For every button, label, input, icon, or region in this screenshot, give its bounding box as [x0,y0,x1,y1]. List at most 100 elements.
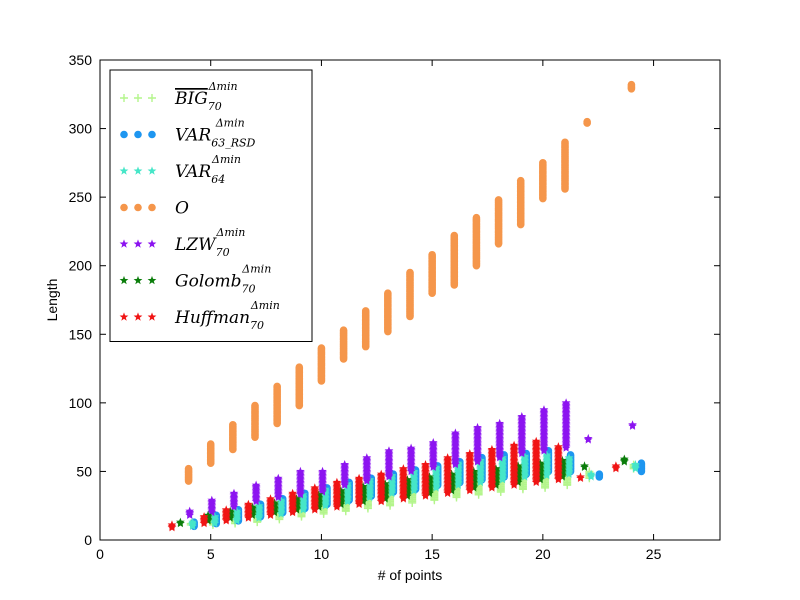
data-point [561,398,571,407]
data-point [276,495,286,504]
data-point [206,440,215,448]
legend-entry: BIG70Δmin [120,80,238,113]
legend-entry: Golomb70Δmin [119,263,271,296]
data-point [542,450,552,459]
data-point [266,494,275,503]
legend-entry: Huffman70Δmin [119,299,280,332]
legend-entry: VAR63_RSDΔmin [120,117,256,150]
legend-marker [148,94,156,102]
data-point [229,421,237,429]
data-point [185,506,195,515]
y-tick-label: 150 [69,326,93,342]
data-point [627,80,636,89]
series-2 [188,450,640,530]
legend-marker [119,166,129,175]
data-point [495,418,505,428]
data-point [221,505,231,514]
data-point [340,460,350,469]
data-point [637,459,646,468]
data-point [517,412,527,421]
data-point [472,213,481,222]
data-point [207,495,217,504]
series-6 [167,436,621,532]
data-point [354,473,364,482]
data-point [362,453,372,462]
x-axis-label: # of points [378,567,443,583]
legend-entry: VAR64Δmin [119,153,241,186]
data-point [428,438,438,447]
y-tick-label: 350 [69,52,93,68]
data-point [421,460,430,469]
data-point [210,512,220,521]
x-tick-label: 10 [314,546,330,562]
data-point [358,481,368,491]
data-point [376,469,386,478]
data-point [561,138,569,147]
data-point [451,428,460,437]
legend-box [109,69,313,342]
data-point [428,250,436,259]
data-point [494,196,503,204]
data-point [516,176,525,185]
data-point [167,520,177,529]
data-point [586,469,596,478]
legend-marker [133,275,143,285]
legend-marker [134,94,142,102]
legend-marker [148,203,156,212]
y-tick-label: 300 [69,121,93,137]
data-point [270,498,279,507]
data-point [513,461,523,470]
y-tick-label: 50 [76,463,92,479]
data-point [251,401,259,410]
y-tick-label: 100 [69,395,93,411]
data-point [339,326,348,334]
legend-entry: LZW70Δmin [119,226,245,259]
data-points-layer [167,80,646,532]
series-3 [184,80,636,485]
legend-entry: O [120,199,189,219]
data-point [509,440,519,450]
data-point [491,464,501,473]
data-point [296,466,305,476]
x-tick-label: 15 [424,546,440,562]
data-point [292,494,301,503]
data-point [232,506,242,515]
legend-marker [147,239,157,248]
data-point [380,479,390,488]
data-point [399,464,408,473]
data-point [583,117,591,126]
legend-marker [120,94,128,102]
legend-marker [119,239,129,248]
data-point [225,506,235,515]
x-tick-label: 5 [207,546,215,562]
series-5 [176,454,629,528]
legend-label: Golomb70Δmin [175,263,271,296]
y-axis-label: Length [44,279,60,322]
data-point [288,488,297,498]
y-tick-label: 250 [69,189,93,205]
legend-marker [147,166,157,175]
data-point [176,517,185,526]
data-point [273,473,283,482]
data-point [310,483,320,492]
x-tick-label: 25 [646,546,662,562]
data-point [576,472,585,481]
data-point [469,466,479,476]
data-point [273,382,281,391]
data-point [199,512,209,521]
series-4 [185,398,637,519]
data-point [184,464,193,473]
legend-marker [147,312,157,321]
data-point [539,405,549,414]
data-point [229,488,239,498]
legend-marker [134,203,142,212]
legend-marker [120,130,128,139]
data-point [295,363,304,372]
data-point [631,460,640,469]
data-point [558,455,567,465]
data-point [403,475,412,484]
legend-marker [133,312,143,321]
data-point [447,469,456,478]
data-point [406,268,414,277]
